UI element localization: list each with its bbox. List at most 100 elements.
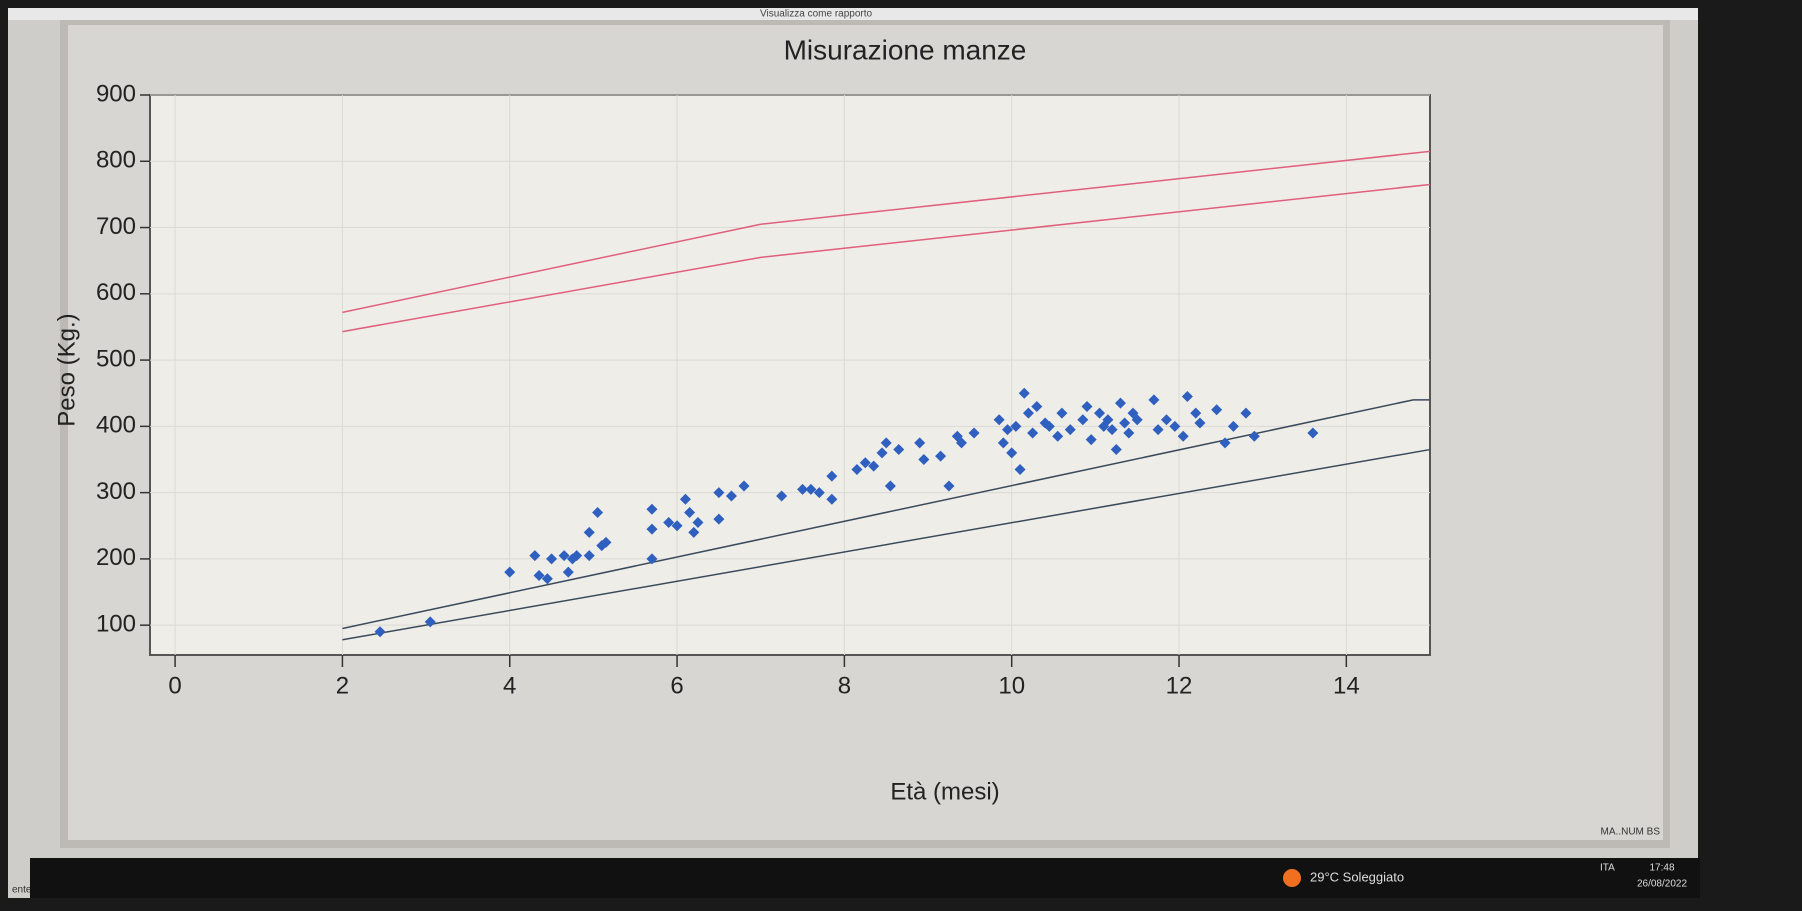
reference-line [342, 150, 1431, 314]
scatter-point [1114, 397, 1126, 409]
scatter-point [1043, 420, 1055, 432]
scatter-point [1240, 407, 1252, 419]
scatter-point [374, 626, 386, 638]
scatter-point [1169, 420, 1181, 432]
scatter-point [571, 550, 583, 562]
scatter-point [1248, 430, 1260, 442]
toolbar-button[interactable]: Visualizza come rapporto [760, 9, 873, 20]
y-axis-label: Peso (Kg.) [53, 313, 80, 426]
scatter-point [1123, 427, 1135, 439]
scatter-point [713, 487, 725, 499]
scatter-point [1031, 400, 1043, 412]
scatter-point [1227, 420, 1239, 432]
scatter-point [1190, 407, 1202, 419]
scatter-point [529, 550, 541, 562]
scatter-point [592, 507, 604, 519]
language: ITA [1600, 863, 1615, 874]
scatter-point [738, 480, 750, 492]
scatter-point [943, 480, 955, 492]
scatter-point [1177, 430, 1189, 442]
scatter-point [997, 437, 1009, 449]
scatter-point [813, 487, 825, 499]
scatter-point [713, 513, 725, 525]
y-tick-label: 500 [96, 345, 136, 372]
x-axis-label: Età (mesi) [890, 778, 999, 805]
scatter-point [504, 566, 516, 578]
weather: 29°C Soleggiato [1310, 869, 1404, 884]
scatter-point [1022, 407, 1034, 419]
scatter-point [533, 569, 545, 581]
scatter-point [876, 447, 888, 459]
x-tick-label: 0 [168, 672, 181, 699]
scatter-point [1110, 444, 1122, 456]
status-right: MA..NUM BS [1601, 827, 1661, 838]
reference-line [342, 183, 1431, 333]
scatter-point [558, 550, 570, 562]
weather-icon [1283, 869, 1301, 887]
x-tick-label: 4 [503, 672, 516, 699]
scatter-point [1307, 427, 1319, 439]
scatter-point [671, 520, 683, 532]
scatter-point [646, 553, 658, 565]
scatter-point [692, 516, 704, 528]
reference-line [342, 399, 1430, 630]
scatter-point [1052, 430, 1064, 442]
scatter-point [583, 550, 595, 562]
scatter-point [826, 493, 838, 505]
scatter-point [1119, 417, 1131, 429]
scatter-point [918, 453, 930, 465]
scatter-point [859, 457, 871, 469]
x-tick-label: 10 [998, 672, 1025, 699]
scatter-point [776, 490, 788, 502]
scatter-point [1148, 394, 1160, 406]
scatter-point [851, 463, 863, 475]
scatter-point [1018, 387, 1030, 399]
scatter-point [583, 526, 595, 538]
scatter-point [1131, 414, 1143, 426]
scatter-point [1056, 407, 1068, 419]
scatter-point [956, 437, 968, 449]
chart-title: Misurazione manze [784, 34, 1027, 65]
scatter-point [968, 427, 980, 439]
y-tick-label: 800 [96, 147, 136, 174]
x-tick-label: 8 [838, 672, 851, 699]
scatter-point [1027, 427, 1039, 439]
scatter-point [884, 480, 896, 492]
scatter-point [826, 470, 838, 482]
scatter-point [1160, 414, 1172, 426]
y-tick-label: 400 [96, 412, 136, 439]
y-tick-label: 600 [96, 279, 136, 306]
scatter-point [541, 573, 553, 585]
scatter-point [1181, 391, 1193, 403]
scatter-point [1085, 434, 1097, 446]
x-tick-label: 6 [670, 672, 683, 699]
scatter-point [1010, 420, 1022, 432]
scatter-point [1014, 463, 1026, 475]
time: 17:48 [1649, 863, 1674, 874]
y-tick-label: 300 [96, 478, 136, 505]
scatter-point [562, 566, 574, 578]
y-tick-label: 700 [96, 213, 136, 240]
scatter-point [935, 450, 947, 462]
scatter-point [893, 444, 905, 456]
scatter-point [663, 516, 675, 528]
x-tick-label: 14 [1333, 672, 1360, 699]
scatter-point [1194, 417, 1206, 429]
scatter-point [1102, 414, 1114, 426]
scatter-point [600, 536, 612, 548]
scatter-point [868, 460, 880, 472]
scatter-point [1002, 424, 1014, 436]
date: 26/08/2022 [1637, 879, 1687, 890]
scatter-point [880, 437, 892, 449]
x-tick-label: 12 [1166, 672, 1193, 699]
taskbar [30, 858, 1700, 898]
toolbar [8, 8, 1698, 20]
marks: 100 200 300 400 500 600 700 800 900 0 2 4 6 8 10 12 14 [96, 80, 1431, 699]
scatter-point [684, 507, 696, 519]
scatter-point [646, 503, 658, 515]
scatter-point [725, 490, 737, 502]
scatter-point [1152, 424, 1164, 436]
scatter-point [797, 483, 809, 495]
scatter-point [688, 526, 700, 538]
